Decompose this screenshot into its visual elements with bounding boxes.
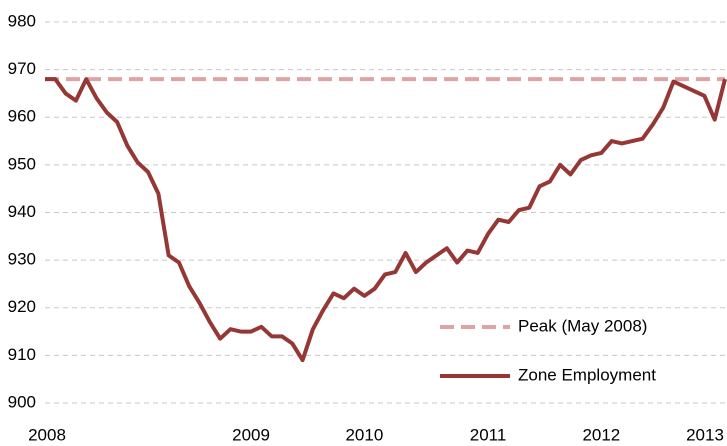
series-line xyxy=(45,77,727,363)
y-tick-label: 910 xyxy=(8,345,36,364)
y-tick-label: 900 xyxy=(8,392,36,411)
x-tick-label: 2009 xyxy=(232,425,270,444)
x-tick-label: 2008 xyxy=(28,425,66,444)
y-tick-label: 950 xyxy=(8,154,36,173)
x-tick-label: 2011 xyxy=(470,425,507,444)
y-tick-label: 940 xyxy=(8,202,36,221)
legend-label: Peak (May 2008) xyxy=(518,316,647,335)
y-tick-label: 960 xyxy=(8,107,36,126)
y-tick-label: 930 xyxy=(8,250,36,269)
legend-label: Zone Employment xyxy=(518,365,656,384)
x-tick-label: 2012 xyxy=(582,425,620,444)
x-tick-label: 2013 xyxy=(686,425,724,444)
y-tick-label: 980 xyxy=(8,11,36,30)
x-tick-label: 2010 xyxy=(345,425,383,444)
y-tick-label: 920 xyxy=(8,297,36,316)
y-tick-label: 970 xyxy=(8,59,36,78)
